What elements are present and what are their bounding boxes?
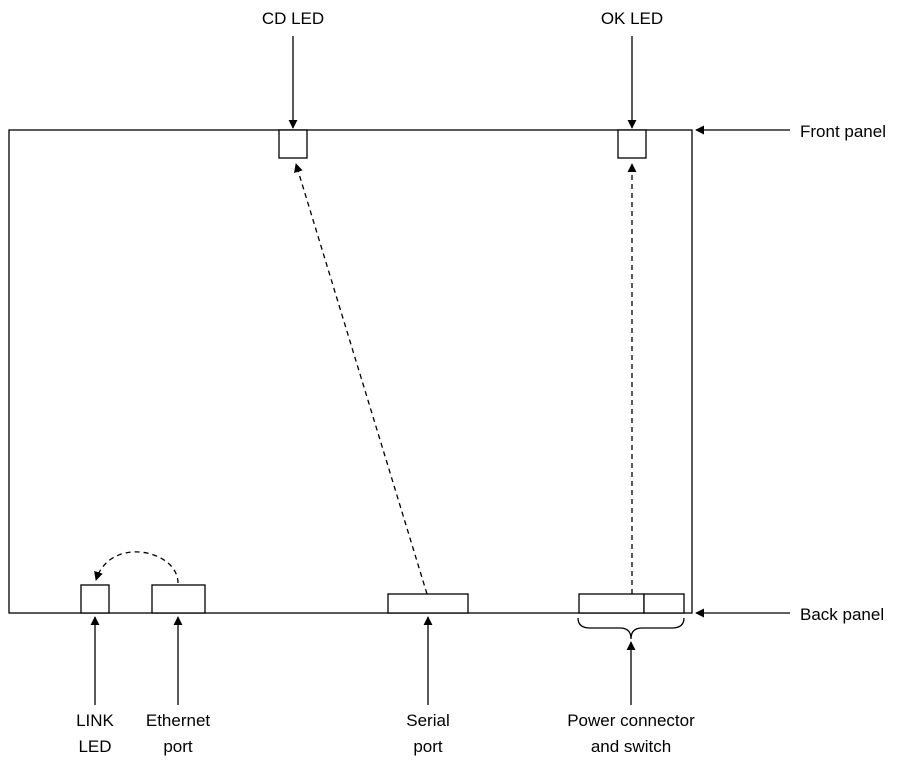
serial-port-label-line2: port (413, 737, 443, 756)
ok-led-box (617, 129, 647, 159)
power-connector-box (578, 593, 645, 614)
ethernet-port-box (151, 584, 206, 614)
serial-port-label-line1: Serial (406, 711, 449, 730)
ethernet-port-label-line1: Ethernet (146, 711, 211, 730)
ok-led-label: OK LED (601, 9, 663, 28)
ethernet-to-link-dashed-link (94, 551, 179, 584)
power-connector-label-line2: and switch (591, 737, 671, 756)
cd-led-box (278, 129, 308, 159)
back-panel-label: Back panel (800, 605, 884, 624)
serial-to-cd-dashed-link (294, 163, 428, 595)
power-brace (577, 617, 685, 640)
chassis-outline (8, 129, 693, 614)
serial-port-box (387, 593, 469, 614)
ethernet-port-label-line2: port (163, 737, 193, 756)
front-panel-label: Front panel (800, 122, 886, 141)
link-led-label-line2: LED (78, 737, 111, 756)
cd-led-label: CD LED (262, 9, 324, 28)
link-led-label-line1: LINK (76, 711, 114, 730)
power-switch-box (643, 593, 685, 614)
power-connector-label-line1: Power connector (567, 711, 695, 730)
link-led-box (80, 584, 110, 614)
